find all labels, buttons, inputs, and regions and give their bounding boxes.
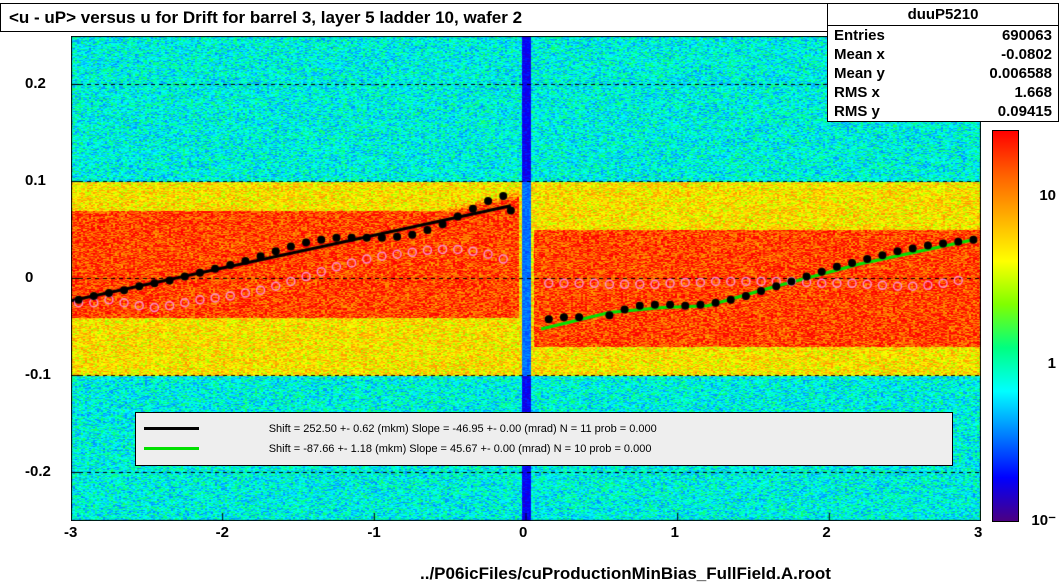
tick-label: 0.1 [25, 172, 46, 189]
colorbar-label: 1 [1048, 355, 1056, 372]
stat-box: duuP5210 Entries 690063 Mean x -0.0802 Mea… [827, 3, 1059, 122]
plot-title: <u - uP> versus u for Drift for barrel 3… [0, 3, 834, 32]
tick-label: -1 [367, 524, 380, 541]
tick-label: 3 [974, 524, 982, 541]
legend-row: Shift = 252.50 +- 0.62 (mkm) Slope = -46… [144, 419, 945, 439]
tick-label: 0.2 [25, 75, 46, 92]
colorbar-label: 10⁻ [1031, 511, 1056, 529]
rmsy-value: 0.09415 [998, 103, 1052, 120]
entries-label: Entries [834, 27, 885, 44]
rmsy-label: RMS y [834, 103, 880, 120]
colorbar-label: 10 [1039, 187, 1056, 204]
rmsx-value: 1.668 [1014, 84, 1052, 101]
tick-label: 0 [519, 524, 527, 541]
meany-label: Mean y [834, 65, 885, 82]
tick-label: 1 [671, 524, 679, 541]
legend-swatch [144, 447, 199, 450]
meanx-value: -0.0802 [1001, 46, 1052, 63]
tick-label: -0.2 [25, 463, 51, 480]
tick-label: -3 [64, 524, 77, 541]
stat-name: duuP5210 [828, 4, 1058, 26]
colorbar [992, 130, 1019, 522]
meanx-label: Mean x [834, 46, 885, 63]
tick-label: -2 [216, 524, 229, 541]
fit-legend: Shift = 252.50 +- 0.62 (mkm) Slope = -46… [135, 412, 954, 466]
legend-swatch [144, 427, 199, 430]
legend-row: Shift = -87.66 +- 1.18 (mkm) Slope = 45.… [144, 439, 945, 459]
tick-label: -0.1 [25, 366, 51, 383]
footer-filepath: ../P06icFiles/cuProductionMinBias_FullFi… [420, 564, 831, 584]
rmsx-label: RMS x [834, 84, 880, 101]
meany-value: 0.006588 [989, 65, 1052, 82]
legend-text: Shift = 252.50 +- 0.62 (mkm) Slope = -46… [269, 423, 657, 435]
legend-text: Shift = -87.66 +- 1.18 (mkm) Slope = 45.… [269, 443, 652, 455]
entries-value: 690063 [1002, 27, 1052, 44]
tick-label: 0 [25, 269, 33, 286]
tick-label: 2 [822, 524, 830, 541]
